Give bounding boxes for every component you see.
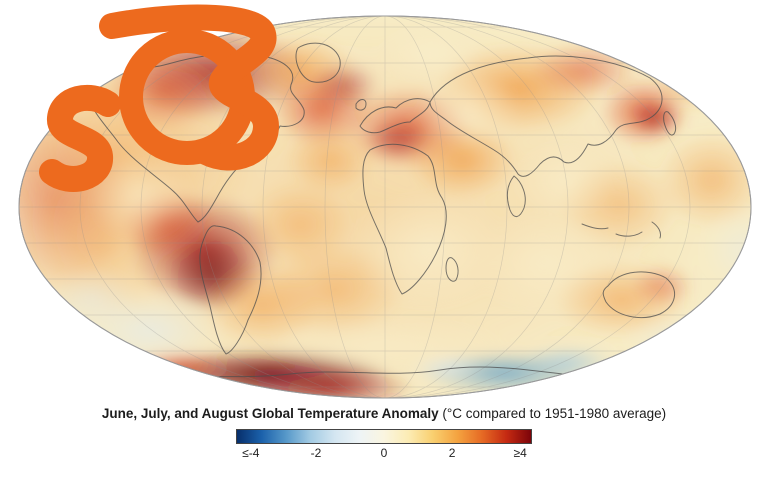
sos-logo-letter-s-left: [39, 84, 121, 192]
africa-outline: [362, 143, 447, 295]
sos-logo-letter-s-right: [99, 4, 279, 171]
antarctica-outline: [149, 366, 597, 385]
map-caption: June, July, and August Global Temperatur…: [0, 406, 768, 421]
new-zealand-outline: [695, 329, 705, 349]
colorbar-label: ≥4: [513, 446, 527, 460]
colorbar-label: 0: [380, 446, 388, 460]
colorbar-label: -2: [310, 446, 322, 460]
colorbar-labels: ≤-4 -2 0 2 ≥4: [236, 444, 532, 462]
globe-rim: [18, 15, 752, 399]
colorbar-gradient: [236, 429, 532, 444]
australia-outline: [602, 271, 675, 318]
india-outline: [506, 175, 526, 217]
asia-outline: [429, 55, 663, 177]
europe-outline: [359, 98, 431, 134]
madagascar-outline: [445, 257, 459, 282]
caption-note: (°C compared to 1951-1980 average): [438, 406, 667, 421]
japan-outline: [663, 111, 677, 136]
southeast-asia-outline: [581, 221, 661, 239]
colorbar-label: 2: [448, 446, 456, 460]
colorbar-label: ≤-4: [242, 446, 260, 460]
south-america-outline: [199, 225, 262, 355]
caption-title: June, July, and August Global Temperatur…: [101, 406, 439, 421]
greenland-outline: [295, 42, 341, 83]
temperature-colorbar: ≤-4 -2 0 2 ≥4: [236, 429, 532, 462]
britain-outline: [355, 99, 367, 111]
sos-logo: [39, 4, 279, 192]
